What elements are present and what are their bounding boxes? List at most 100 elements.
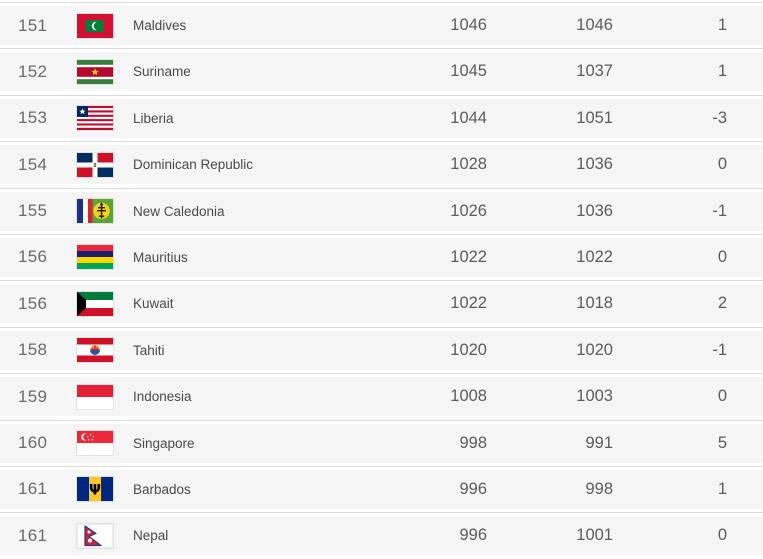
suriname-flag-icon [77,59,113,84]
flag-cell [77,431,123,456]
table-row[interactable]: 153 Liberia 1044 1051 -3 [0,94,763,142]
flag-cell [77,523,123,548]
table-row-inner: 151 Maldives 1046 1046 1 [0,6,763,45]
country-name: Indonesia [133,389,192,405]
rank-change-value: 0 [717,247,727,266]
flag-cell [77,338,123,363]
previous-points-value: 1003 [576,387,613,406]
country-name: Liberia [133,110,174,126]
table-row-inner: 154 Dominican Republic 1028 1036 0 [0,145,763,185]
flag-cell [77,13,123,38]
previous-points-value: 1001 [576,526,613,545]
rank-change-value: 2 [717,294,727,313]
table-row[interactable]: 152 Suriname 1045 1037 1 [0,48,763,95]
nepal-flag-icon [77,523,113,548]
table-row-inner: 159 Indonesia 1008 1003 0 [0,377,763,417]
points-value: 996 [459,479,487,498]
table-row-inner: 161 Nepal 996 1001 0 [0,516,763,556]
rank-change-value: -1 [712,201,727,220]
points-value: 1008 [450,387,487,406]
indonesia-flag-icon [77,384,113,409]
table-row[interactable]: 151 Maldives 1046 1046 1 [0,2,763,49]
singapore-flag-icon [77,431,113,456]
flag-cell [77,59,123,84]
points-value: 1044 [450,108,487,127]
table-row-inner: 155 New Caledonia 1026 1036 -1 [0,191,763,231]
rank-value: 161 [18,479,48,499]
country-name: Kuwait [133,296,174,312]
points-value: 1022 [450,294,487,313]
rank-value: 152 [18,61,48,81]
table-row[interactable]: 161 Ψ Barbados 996 998 1 [0,465,763,513]
table-row[interactable]: 161 Nepal 996 1001 0 [0,512,763,559]
new-caledonia-flag-icon [77,199,113,224]
rank-change-value: 0 [717,526,727,545]
svg-text:Ψ: Ψ [89,483,101,499]
table-row-inner: 160 Singapore 998 991 5 [0,423,763,463]
country-name: Maldives [133,18,187,33]
previous-points-value: 1037 [576,62,613,81]
country-name: Tahiti [133,342,165,358]
flag-cell [77,199,123,224]
points-value: 1022 [450,247,487,266]
previous-points-value: 1018 [576,294,613,313]
tahiti-flag-icon [77,338,113,363]
flag-cell [77,106,123,131]
previous-points-value: 1046 [576,16,613,34]
previous-points-value: 1022 [576,247,613,266]
table-row[interactable]: 155 New Caledonia 1026 1036 -1 [0,187,763,234]
rank-value: 156 [18,247,48,267]
rank-change-value: 1 [717,16,727,34]
rank-value: 161 [18,525,48,545]
previous-points-value: 991 [585,433,613,452]
rank-value: 153 [18,108,48,128]
table-row[interactable]: 159 Indonesia 1008 1003 0 [0,373,763,420]
points-value: 996 [459,526,487,545]
table-row[interactable]: 156 Kuwait 1022 1018 2 [0,280,763,327]
rank-change-value: -1 [712,340,727,359]
country-name: Barbados [133,481,191,497]
rank-value: 159 [18,386,48,406]
rank-change-value: 0 [717,155,727,174]
previous-points-value: 998 [585,479,613,498]
flag-cell: Ψ [77,477,123,502]
kuwait-flag-icon [77,291,113,316]
country-name: Nepal [133,528,169,544]
rank-change-value: 1 [717,479,727,498]
rank-value: 154 [18,154,48,174]
table-row[interactable]: 160 Singapore 998 991 5 [0,419,763,466]
previous-points-value: 1036 [576,201,613,220]
table-row-inner: 156 Kuwait 1022 1018 2 [0,284,763,324]
points-value: 1020 [450,340,487,359]
rank-change-value: 5 [717,433,727,452]
table-row[interactable]: 156 Mauritius 1022 1022 0 [0,233,763,281]
previous-points-value: 1036 [576,155,613,174]
table-row[interactable]: 158 Tahiti 1020 1020 -1 [0,326,763,374]
table-row[interactable]: 154 Dominican Republic 1028 1036 0 [0,141,763,188]
previous-points-value: 1051 [576,108,613,127]
mauritius-flag-icon [77,245,113,270]
maldives-flag-icon [77,13,113,38]
points-value: 1046 [450,16,487,34]
table-row-inner: 153 Liberia 1044 1051 -3 [0,98,763,138]
table-row-inner: 161 Ψ Barbados 996 998 1 [0,469,763,509]
dominican-republic-flag-icon [77,152,113,177]
barbados-flag-icon: Ψ [77,477,113,502]
country-name: New Caledonia [133,203,225,219]
table-row-inner: 158 Tahiti 1020 1020 -1 [0,330,763,370]
table-row-inner: 156 Mauritius 1022 1022 0 [0,237,763,277]
rank-value: 151 [18,15,48,35]
flag-cell [77,291,123,316]
country-name: Dominican Republic [133,157,254,173]
previous-points-value: 1020 [576,340,613,359]
country-name: Suriname [133,64,191,80]
liberia-flag-icon [77,106,113,131]
flag-cell [77,384,123,409]
country-name: Singapore [133,435,195,451]
points-value: 1026 [450,201,487,220]
flag-cell [77,152,123,177]
table-row-inner: 152 Suriname 1045 1037 1 [0,52,763,92]
rank-value: 158 [18,340,48,360]
country-name: Mauritius [133,249,188,265]
